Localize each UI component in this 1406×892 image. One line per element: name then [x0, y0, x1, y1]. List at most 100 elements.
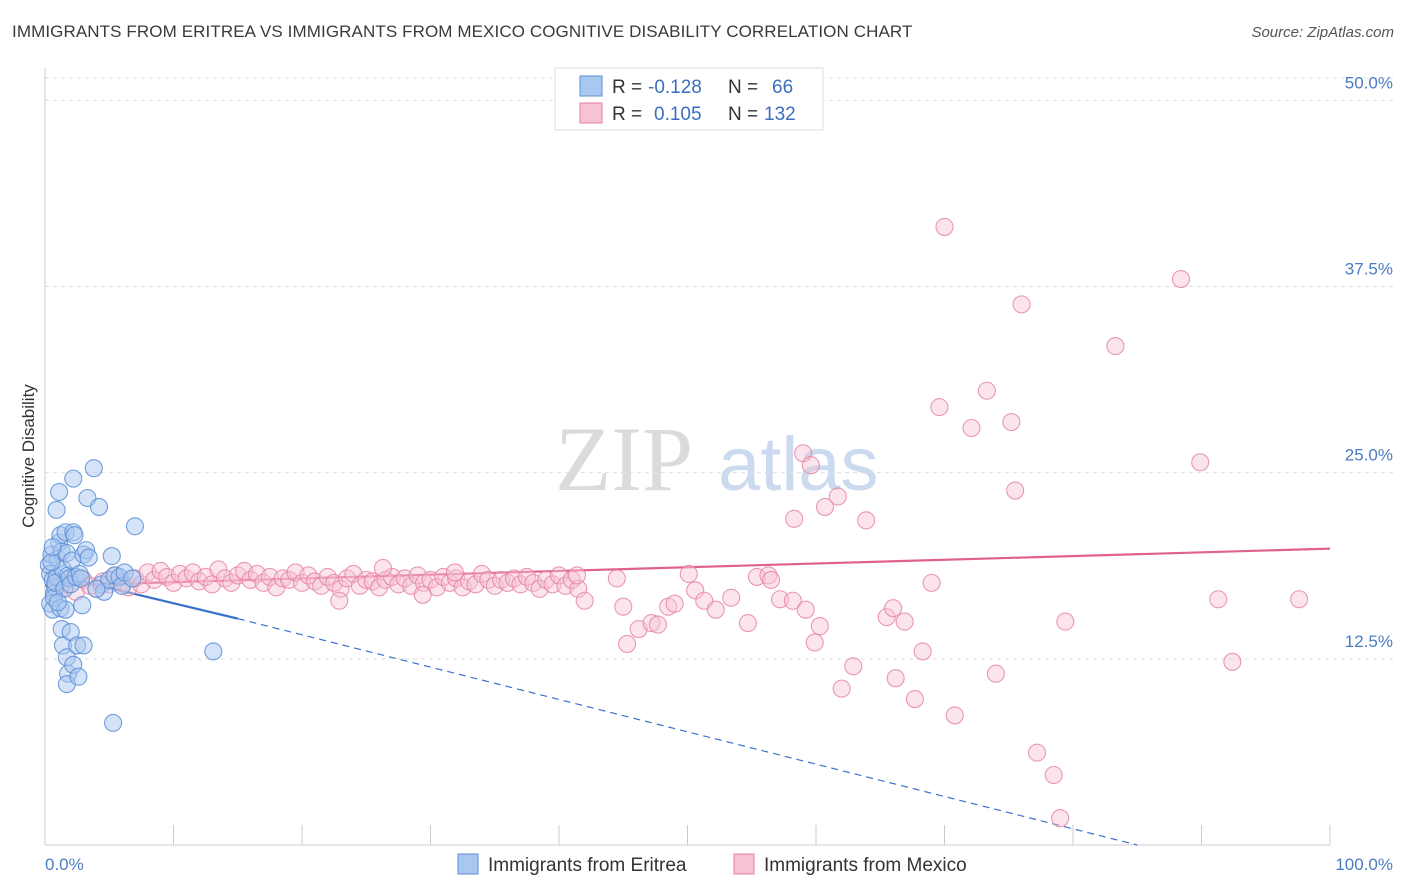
y-tick-label: 50.0%: [1345, 73, 1393, 92]
point-mexico: [648, 615, 667, 634]
series-legend: Immigrants from Eritrea Immigrants from …: [457, 853, 967, 876]
point-eritrea: [69, 667, 88, 686]
point-mexico: [783, 591, 802, 610]
point-mexico: [330, 591, 349, 610]
point-eritrea: [64, 469, 83, 488]
point-eritrea: [65, 526, 84, 545]
chart-title: IMMIGRANTS FROM ERITREA VS IMMIGRANTS FR…: [12, 22, 913, 41]
point-eritrea: [50, 482, 69, 502]
data-points: [39, 217, 1309, 828]
y-tick-label: 25.0%: [1345, 446, 1393, 465]
point-eritrea: [79, 548, 98, 567]
point-mexico: [1012, 295, 1031, 314]
point-mexico: [618, 634, 637, 653]
point-mexico: [665, 594, 684, 613]
point-eritrea: [73, 596, 92, 615]
legend-n-value-2: 132: [764, 104, 796, 125]
legend-r-label-1: R =: [612, 77, 642, 98]
point-eritrea: [102, 547, 121, 566]
point-mexico: [886, 669, 905, 688]
point-mexico: [1044, 765, 1063, 785]
legend-swatch-eritrea: [579, 75, 603, 97]
point-eritrea: [71, 569, 91, 588]
legend-swatch-mexico: [579, 102, 603, 124]
point-mexico: [905, 689, 924, 709]
point-mexico: [1223, 652, 1242, 671]
point-mexico: [761, 570, 781, 589]
x-tick-label-max: 100.0%: [1335, 855, 1393, 874]
point-mexico: [857, 511, 876, 530]
trend-line-eritrea-extrapolated: [237, 618, 1138, 846]
point-eritrea: [43, 538, 62, 557]
point-mexico: [1106, 337, 1125, 356]
point-eritrea: [125, 517, 144, 536]
point-eritrea: [89, 497, 109, 516]
point-mexico: [913, 642, 932, 661]
bottom-legend-label-eritrea: Immigrants from Eritrea: [488, 855, 687, 876]
x-tick-labels: 0.0% 100.0%: [45, 855, 1393, 874]
point-mexico: [962, 418, 981, 438]
y-axis-title: Cognitive Disability: [19, 384, 38, 528]
point-mexico: [810, 617, 829, 636]
point-mexico: [945, 706, 964, 725]
legend-r-value-1: -0.128: [648, 77, 702, 98]
point-mexico: [607, 569, 626, 588]
point-mexico: [922, 573, 941, 592]
axes: [44, 68, 1331, 846]
point-mexico: [895, 612, 914, 631]
point-mexico: [877, 608, 896, 627]
point-mexico: [801, 456, 820, 475]
point-mexico: [747, 567, 766, 586]
point-mexico: [1209, 590, 1228, 609]
point-eritrea: [123, 569, 142, 588]
watermark-atlas: atlas: [718, 422, 879, 507]
point-mexico: [413, 585, 432, 604]
legend-n-label-1: N =: [728, 77, 758, 98]
point-mexico: [679, 564, 698, 583]
point-eritrea: [74, 636, 93, 655]
legend-n-value-1: 66: [772, 77, 793, 98]
point-mexico: [642, 614, 661, 633]
point-mexico: [832, 679, 851, 698]
point-mexico: [1027, 743, 1047, 762]
point-mexico: [569, 579, 588, 598]
correlation-legend: R = -0.128 N = 66 R = 0.105 N = 132: [554, 67, 824, 131]
x-tick-label-min: 0.0%: [45, 855, 84, 874]
point-mexico: [614, 597, 633, 616]
point-mexico: [977, 381, 996, 400]
point-mexico: [370, 578, 389, 597]
point-mexico: [805, 633, 824, 652]
y-tick-label: 12.5%: [1345, 632, 1393, 651]
point-mexico: [1290, 590, 1309, 609]
point-mexico: [935, 217, 954, 236]
point-mexico: [222, 573, 241, 592]
point-mexico: [1191, 453, 1210, 472]
legend-r-label-2: R =: [612, 104, 642, 125]
watermark: ZIP atlas: [555, 408, 879, 510]
y-tick-labels: 12.5% 25.0% 37.5% 50.0%: [1345, 73, 1393, 650]
point-eritrea: [48, 593, 67, 612]
watermark-zip: ZIP: [555, 408, 693, 510]
point-mexico: [567, 566, 587, 585]
point-mexico: [1056, 612, 1075, 631]
point-mexico: [1002, 412, 1021, 432]
point-eritrea: [84, 459, 103, 478]
point-mexico: [785, 509, 804, 528]
point-mexico: [884, 599, 903, 618]
point-mexico: [844, 657, 863, 676]
point-mexico: [738, 614, 757, 633]
legend-r-value-2: 0.105: [654, 104, 702, 125]
point-mexico: [209, 560, 228, 579]
point-mexico: [1006, 481, 1025, 500]
legend-n-label-2: N =: [728, 104, 758, 125]
point-mexico: [796, 600, 815, 619]
point-mexico: [373, 558, 393, 578]
point-mexico: [445, 563, 464, 582]
point-mexico: [1171, 270, 1190, 289]
point-mexico: [986, 664, 1005, 683]
bottom-legend-swatch-eritrea: [457, 853, 479, 875]
point-mexico: [1051, 809, 1070, 828]
point-mexico: [722, 588, 741, 607]
bottom-legend-swatch-mexico: [733, 853, 755, 875]
